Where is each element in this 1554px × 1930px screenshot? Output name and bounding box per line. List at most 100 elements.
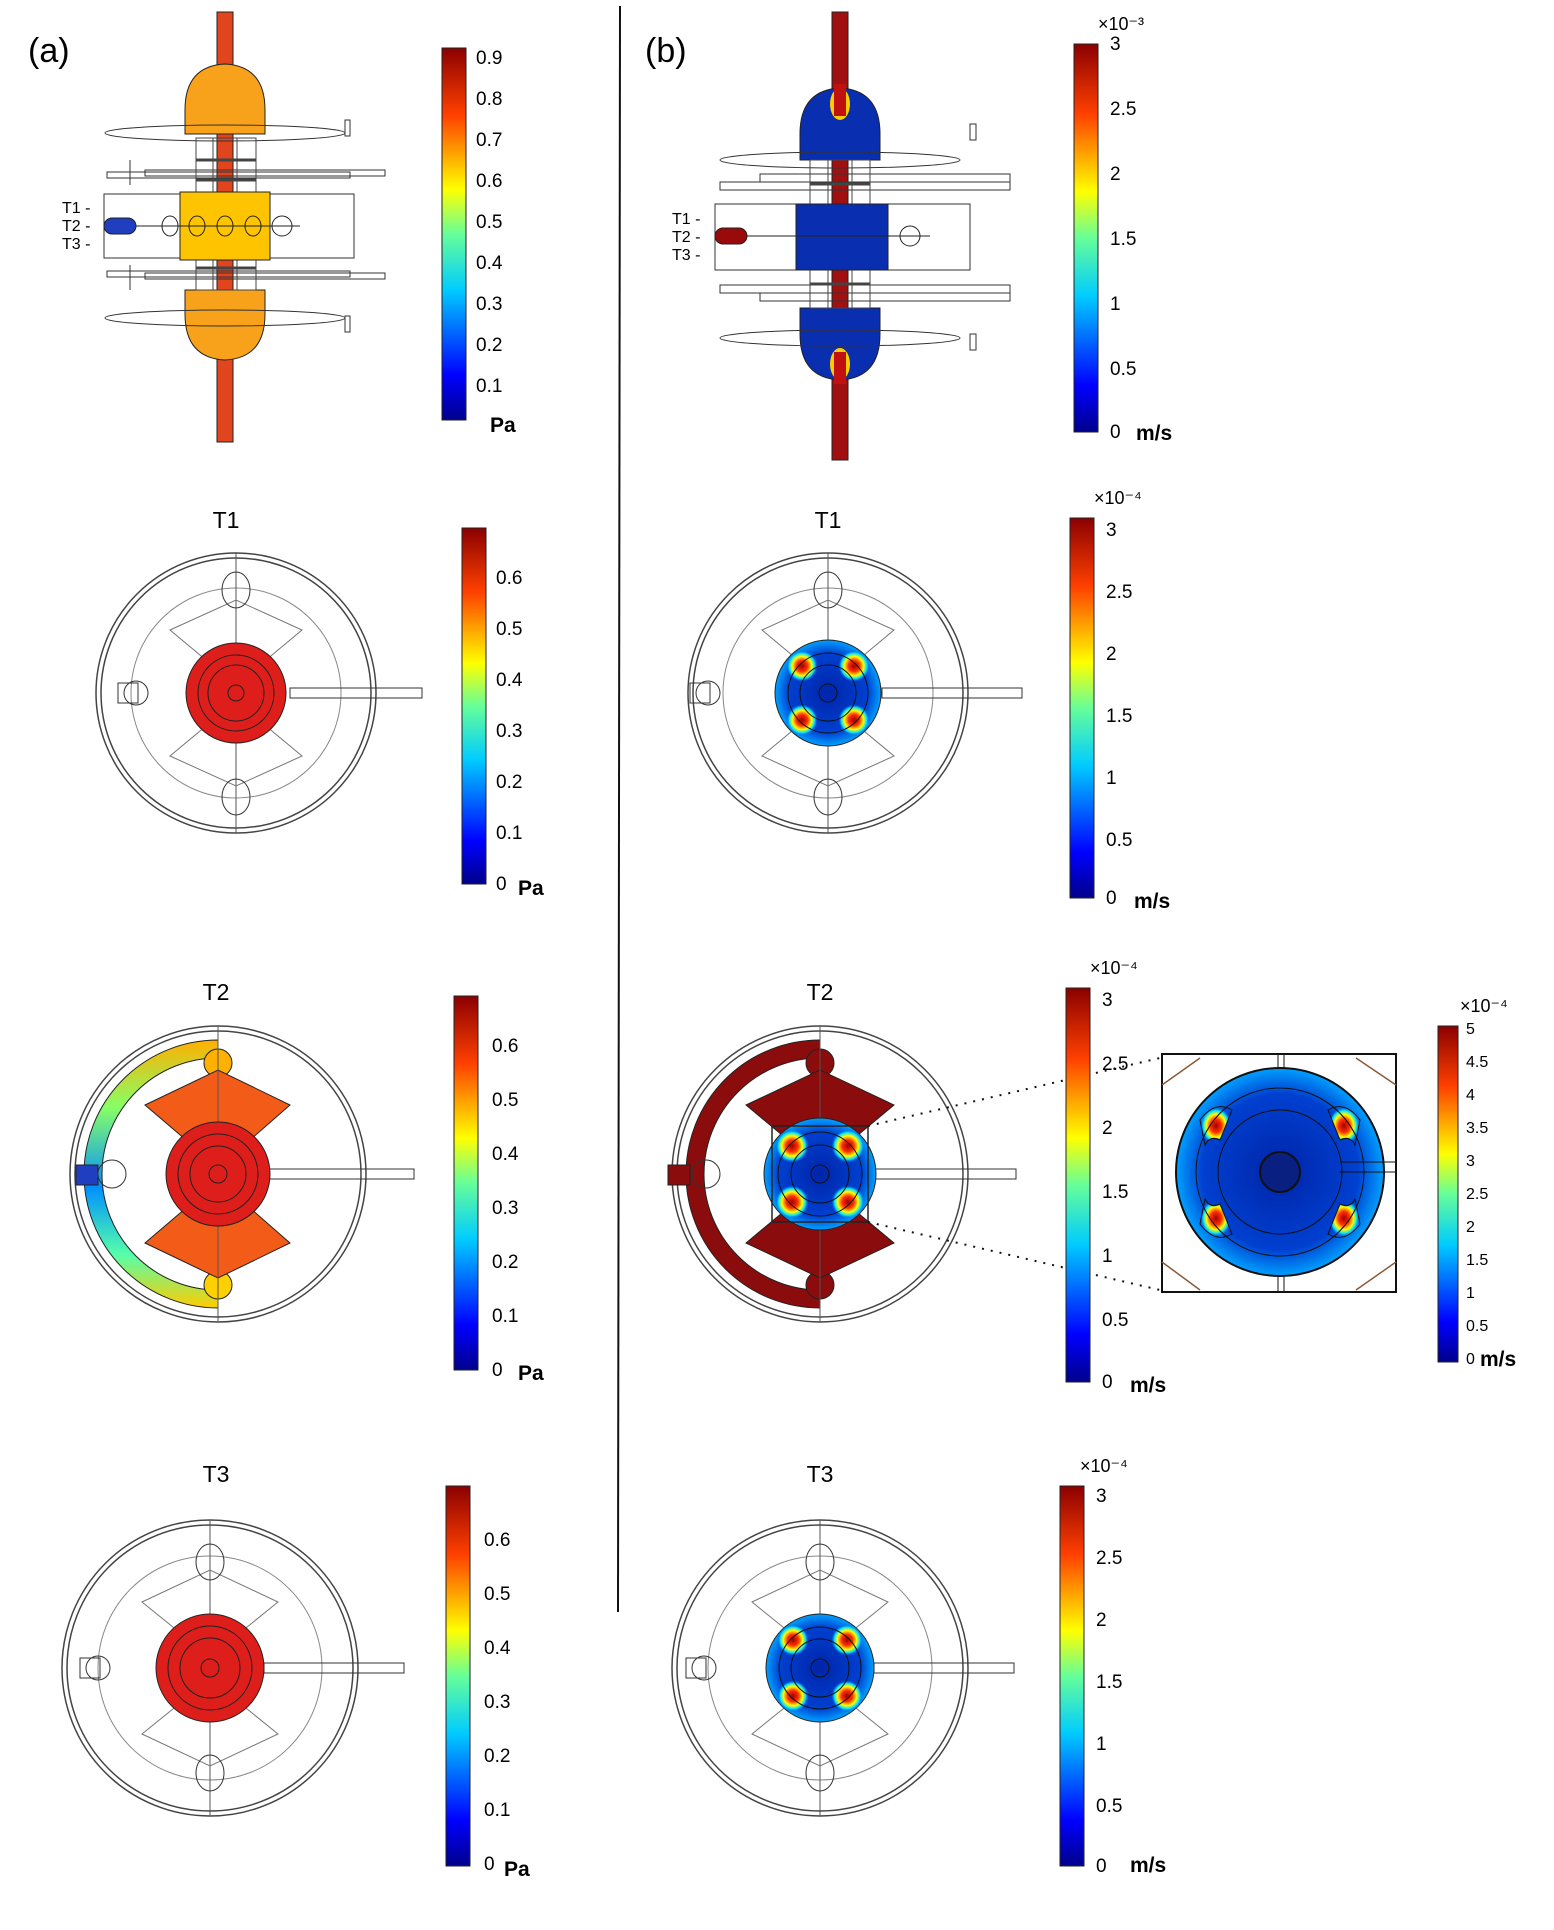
colorbar-a-t2: 0.6 0.5 0.4 0.3 0.2 0.1 0 Pa xyxy=(453,995,544,1385)
colorbar-tick: 0.3 xyxy=(496,721,522,742)
colorbar-tick: 2.5 xyxy=(1110,99,1136,120)
colorbar-tick: 0.6 xyxy=(476,171,502,192)
colorbar-unit: m/s xyxy=(1130,1374,1166,1397)
plane-label-t3-b: T3 - xyxy=(672,247,700,264)
title-a-t1: T1 xyxy=(213,507,240,533)
colorbar-tick: 0 xyxy=(496,874,507,895)
colorbar-tick: 3 xyxy=(1466,1153,1475,1170)
colorbar-a-t3: 0.6 0.5 0.4 0.3 0.2 0.1 0 Pa xyxy=(445,1485,530,1881)
colorbar-tick: 0.4 xyxy=(496,670,523,691)
colorbar-tick: 1.5 xyxy=(1110,229,1136,250)
panel-divider xyxy=(617,5,621,1613)
panel-b-label: (b) xyxy=(645,32,687,70)
zoom-inset xyxy=(1161,1053,1397,1293)
colorbar-tick: 5 xyxy=(1466,1021,1475,1038)
plane-label-t2: T2 - xyxy=(62,218,90,235)
colorbar-tick: 0.2 xyxy=(492,1252,518,1273)
colorbar-tick: 3 xyxy=(1102,990,1113,1011)
colorbar-tick: 0.6 xyxy=(492,1036,518,1057)
colorbar-tick: 2.5 xyxy=(1466,1186,1488,1203)
colorbar-tick: 4 xyxy=(1466,1087,1475,1104)
colorbar-unit: Pa xyxy=(490,414,516,437)
side-view-pressure xyxy=(103,11,386,443)
colorbar-tick: 0.5 xyxy=(1102,1310,1128,1331)
colorbar-zoom: ×10⁻⁴ 5 4.5 4 3.5 3 2.5 2 1.5 1 0.5 0 m/… xyxy=(1437,996,1516,1371)
cross-section-a-t1 xyxy=(95,552,423,834)
colorbar-tick: 2 xyxy=(1106,644,1117,665)
colorbar-tick: 0.5 xyxy=(484,1584,510,1605)
colorbar-a-side: 0.9 0.8 0.7 0.6 0.5 0.4 0.3 0.2 0.1 Pa xyxy=(441,47,516,437)
colorbar-tick: 0.5 xyxy=(1110,359,1136,380)
colorbar-b-side: ×10⁻³ 3 2.5 2 1.5 1 0.5 0 m/s xyxy=(1073,14,1172,445)
colorbar-unit: Pa xyxy=(504,1858,530,1881)
colorbar-tick: 1.5 xyxy=(1106,706,1132,727)
colorbar-tick: 2 xyxy=(1466,1219,1475,1236)
zoom-leader-bottom xyxy=(867,1221,1161,1291)
side-view-velocity xyxy=(714,11,1011,461)
colorbar-tick: 0.5 xyxy=(1106,830,1132,851)
colorbar-tick: 4.5 xyxy=(1466,1054,1488,1071)
colorbar-tick: 0.5 xyxy=(1096,1796,1122,1817)
colorbar-tick: 0 xyxy=(1102,1372,1113,1393)
title-b-t3: T3 xyxy=(807,1461,834,1487)
colorbar-tick: 2.5 xyxy=(1106,582,1132,603)
colorbar-b-t1: ×10⁻⁴ 3 2.5 2 1.5 1 0.5 0 m/s xyxy=(1069,488,1170,913)
colorbar-b-t3: ×10⁻⁴ 3 2.5 2 1.5 1 0.5 0 m/s xyxy=(1059,1456,1166,1877)
colorbar-tick: 1.5 xyxy=(1096,1672,1122,1693)
colorbar-tick: 0 xyxy=(1110,422,1121,443)
colorbar-exponent: ×10⁻⁴ xyxy=(1080,1456,1128,1476)
colorbar-tick: 3 xyxy=(1106,520,1117,541)
colorbar-tick: 1 xyxy=(1110,294,1121,315)
plane-label-t1: T1 - xyxy=(62,200,90,217)
colorbar-tick: 0 xyxy=(1106,888,1117,909)
colorbar-tick: 0.1 xyxy=(476,376,502,397)
title-b-t2: T2 xyxy=(807,979,834,1005)
colorbar-tick: 1 xyxy=(1096,1734,1107,1755)
cross-section-b-t3 xyxy=(671,1519,1015,1817)
cross-section-a-t2 xyxy=(69,1025,415,1323)
colorbar-tick: 2.5 xyxy=(1096,1548,1122,1569)
colorbar-tick: 0.1 xyxy=(492,1306,518,1327)
colorbar-a-t1: 0.6 0.5 0.4 0.3 0.2 0.1 0 Pa xyxy=(461,527,544,900)
colorbar-tick: 1.5 xyxy=(1102,1182,1128,1203)
colorbar-tick: 2 xyxy=(1102,1118,1113,1139)
colorbar-tick: 0.8 xyxy=(476,89,502,110)
colorbar-tick: 0.1 xyxy=(496,823,522,844)
colorbar-tick: 2 xyxy=(1110,164,1121,185)
zoom-box xyxy=(771,1125,869,1223)
colorbar-tick: 0.1 xyxy=(484,1800,510,1821)
colorbar-exponent: ×10⁻³ xyxy=(1098,14,1144,34)
plane-label-t1-b: T1 - xyxy=(672,211,700,228)
colorbar-tick: 0 xyxy=(492,1360,503,1381)
title-a-t3: T3 xyxy=(203,1461,230,1487)
colorbar-tick: 1.5 xyxy=(1466,1252,1488,1269)
colorbar-tick: 1 xyxy=(1106,768,1117,789)
cross-section-a-t3 xyxy=(61,1519,405,1817)
colorbar-tick: 0 xyxy=(484,1854,495,1875)
colorbar-tick: 2.5 xyxy=(1102,1054,1128,1075)
colorbar-tick: 1 xyxy=(1466,1285,1475,1302)
plane-label-t3: T3 - xyxy=(62,236,90,253)
colorbar-tick: 0.7 xyxy=(476,130,502,151)
colorbar-tick: 0.4 xyxy=(476,253,503,274)
colorbar-tick: 0.5 xyxy=(496,619,522,640)
cross-section-b-t1 xyxy=(687,552,1023,834)
colorbar-tick: 0.5 xyxy=(1466,1318,1488,1335)
colorbar-exponent: ×10⁻⁴ xyxy=(1090,958,1138,978)
title-a-t2: T2 xyxy=(203,979,230,1005)
colorbar-tick: 3.5 xyxy=(1466,1120,1488,1137)
colorbar-unit: m/s xyxy=(1136,422,1172,445)
colorbar-tick: 0.4 xyxy=(492,1144,519,1165)
colorbar-tick: 2 xyxy=(1096,1610,1107,1631)
colorbar-tick: 0.5 xyxy=(492,1090,518,1111)
colorbar-tick: 0.2 xyxy=(476,335,502,356)
colorbar-tick: 0.6 xyxy=(496,568,522,589)
colorbar-unit: Pa xyxy=(518,1362,544,1385)
colorbar-exponent: ×10⁻⁴ xyxy=(1094,488,1142,508)
colorbar-tick: 0.5 xyxy=(476,212,502,233)
colorbar-tick: 0 xyxy=(1466,1351,1475,1368)
colorbar-tick: 0.2 xyxy=(496,772,522,793)
colorbar-tick: 0.9 xyxy=(476,48,502,69)
colorbar-tick: 0.6 xyxy=(484,1530,510,1551)
